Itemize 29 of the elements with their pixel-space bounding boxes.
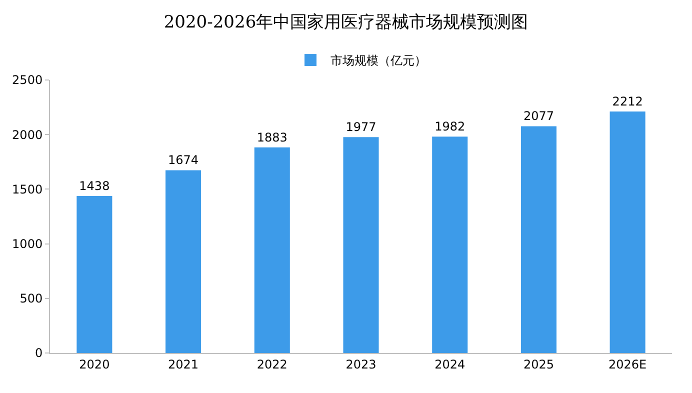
bar (166, 170, 202, 353)
bar (76, 196, 112, 353)
bar (254, 147, 290, 353)
x-tick-label: 2025 (523, 357, 554, 372)
chart-title: 2020-2026年中国家用医疗器械市场规模预测图 (164, 12, 528, 33)
y-tick-label: 0 (34, 346, 43, 360)
x-tick-label: 2022 (256, 357, 288, 372)
data-label: 1977 (346, 120, 376, 134)
x-tick-label: 2021 (168, 357, 199, 372)
x-tick-label: 2020 (79, 357, 110, 372)
data-label: 2212 (612, 94, 643, 108)
y-tick-label: 1500 (12, 182, 43, 196)
data-label: 1438 (79, 178, 110, 193)
legend-label: 市场规模（亿元） (330, 54, 426, 68)
bar (520, 126, 556, 353)
bar (432, 136, 468, 353)
data-label: 1982 (434, 120, 466, 134)
y-tick-label: 2500 (12, 73, 43, 88)
y-tick-label: 500 (20, 292, 43, 306)
data-label: 2077 (523, 109, 554, 124)
y-tick-label: 2000 (12, 128, 43, 142)
bar (343, 137, 379, 353)
data-label: 1883 (256, 130, 288, 144)
x-tick-label: 2023 (346, 357, 376, 372)
x-tick-label: 2026E (608, 357, 647, 372)
x-tick-label: 2024 (434, 357, 466, 372)
bar (610, 111, 646, 353)
data-label: 1674 (168, 153, 199, 168)
y-tick-label: 1000 (12, 237, 43, 251)
